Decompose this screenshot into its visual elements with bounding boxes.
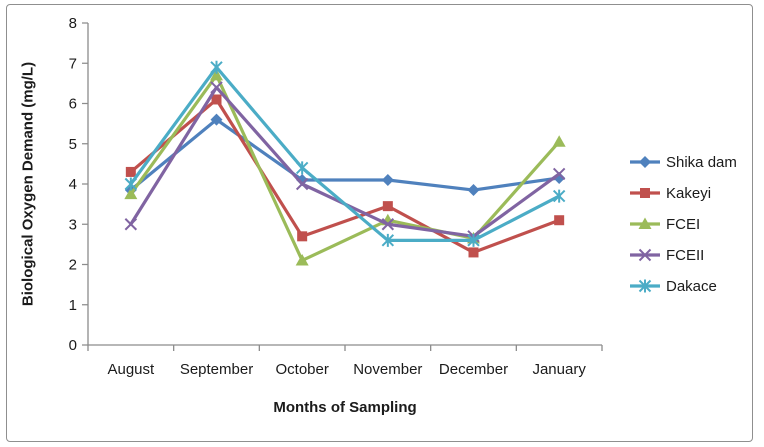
marker-kakeyi-5 [554, 215, 565, 226]
x-axis-title: Months of Sampling [273, 399, 417, 416]
y-axis-title: Biological Oxygen Demand (mg/L) [19, 61, 37, 307]
series-line-shika-dam [129, 117, 561, 192]
x-tick-label: November [353, 361, 422, 378]
y-tick-label: 8 [69, 15, 77, 32]
marker-kakeyi-1 [211, 94, 222, 105]
series-line-fcei [129, 73, 561, 263]
marker-kakeyi-0 [125, 166, 136, 177]
legend-marker-x [638, 248, 652, 262]
marker-shika-dam-3 [381, 173, 394, 186]
legend-label: FCEI [666, 216, 700, 233]
marker-fceii-3 [381, 218, 395, 231]
marker-kakeyi-3 [382, 201, 393, 212]
legend-label: Shika dam [666, 154, 737, 171]
x-tick-label: October [275, 361, 328, 378]
axis-tick-marks [82, 22, 603, 351]
marker-dakace-4 [467, 233, 480, 247]
legend-item-dakace: Dakace [630, 278, 717, 295]
x-tick-label: August [107, 361, 155, 378]
legend-label: Kakeyi [666, 185, 711, 202]
legend-marker-square [640, 188, 650, 198]
marker-fcei-5 [552, 135, 566, 147]
marker-fceii-2 [295, 177, 309, 191]
marker-kakeyi-4 [468, 247, 479, 258]
legend-item-fceii: FCEII [630, 247, 704, 264]
marker-fceii-5 [552, 167, 566, 181]
y-tick-label: 2 [69, 257, 77, 274]
y-tick-label: 1 [69, 297, 77, 314]
y-tick-label: 6 [69, 96, 77, 113]
y-tick-label: 3 [69, 216, 77, 233]
marker-kakeyi-2 [297, 231, 308, 242]
legend-label: Dakace [666, 278, 717, 295]
marker-dakace-3 [381, 233, 395, 247]
marker-fceii-1 [210, 81, 223, 94]
marker-fcei-1 [210, 68, 223, 81]
marker-shika-dam-4 [467, 184, 480, 197]
x-tick-label: September [180, 361, 253, 378]
legend-item-kakeyi: Kakeyi [630, 185, 711, 202]
marker-dakace-0 [124, 177, 138, 191]
y-tick-label: 4 [69, 176, 77, 193]
marker-shika-dam-1 [210, 113, 223, 126]
legend-marker-triangle [638, 217, 652, 229]
marker-fcei-0 [124, 187, 138, 200]
legend-item-shika-dam: Shika dam [630, 154, 737, 171]
marker-fcei-2 [295, 253, 309, 266]
x-tick-label: January [532, 361, 586, 378]
legend-item-fcei: FCEI [630, 216, 700, 233]
legend-marker-asterisk [638, 279, 652, 293]
series-line-dakace [129, 65, 561, 242]
marker-dakace-1 [210, 60, 223, 74]
marker-dakace-2 [295, 161, 309, 175]
legend-label: FCEII [666, 247, 704, 264]
x-tick-label: December [439, 361, 508, 378]
marker-fceii-0 [124, 218, 138, 231]
y-tick-label: 7 [69, 55, 77, 72]
marker-dakace-5 [552, 189, 566, 203]
legend-marker-diamond [639, 156, 651, 168]
y-tick-label: 0 [69, 337, 77, 354]
y-tick-label: 5 [69, 136, 77, 153]
